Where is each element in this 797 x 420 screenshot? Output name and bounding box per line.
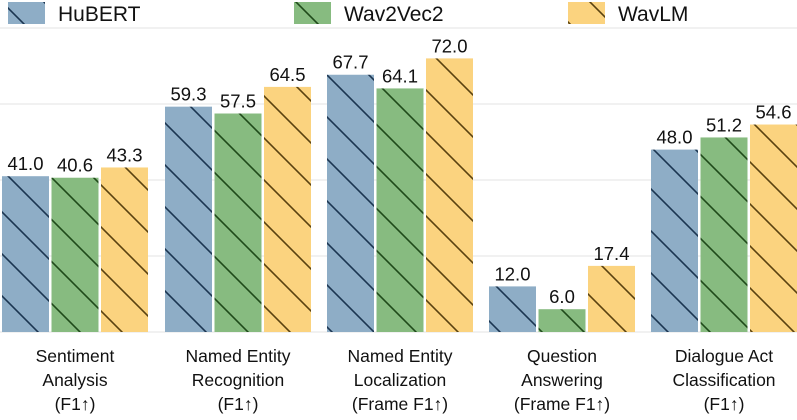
category-labels: Sentiment Analysis (F1↑) Named Entity Recogn…	[36, 346, 776, 414]
legend-swatch-wavlm	[568, 2, 605, 24]
value-label: 40.6	[57, 155, 93, 176]
category-label: (F1↑)	[704, 394, 745, 414]
category-label: Dialogue Act	[675, 346, 773, 366]
bar-hubert	[489, 286, 536, 332]
value-label: 57.5	[220, 91, 256, 112]
value-labels: 41.0 59.3 67.7 12.0 48.0 40.6 57.5 64.1 6.0 51.2 4…	[7, 35, 791, 307]
value-label: 41.0	[7, 153, 43, 174]
value-label: 64.5	[269, 64, 305, 85]
bar-wavlm	[588, 265, 635, 332]
category-label: (Frame F1↑)	[352, 394, 448, 414]
category-label: (Frame F1↑)	[514, 394, 610, 414]
category-label: Named Entity	[185, 346, 290, 366]
legend-label: HuBERT	[58, 3, 141, 26]
bar-wavlm	[426, 58, 473, 333]
value-label: 67.7	[332, 52, 368, 73]
bar-wavlm	[750, 124, 797, 333]
bar-hubert	[2, 176, 49, 332]
value-label: 6.0	[549, 286, 575, 307]
bar-hubert	[165, 106, 212, 332]
bar-groups	[2, 58, 797, 333]
legend: HuBERT Wav2Vec2 WavLM	[8, 2, 688, 26]
category-label: Analysis	[42, 370, 107, 390]
value-label: 43.3	[106, 144, 142, 165]
bar-hubert	[327, 74, 374, 333]
value-label: 59.3	[170, 84, 206, 105]
bar-wav2vec2	[214, 113, 262, 332]
category-label: Classification	[672, 370, 775, 390]
category-label: (F1↑)	[55, 394, 96, 414]
bar-wav2vec2	[51, 177, 99, 332]
category-label: Sentiment	[36, 346, 115, 366]
bar-wav2vec2	[538, 309, 586, 332]
category-label: (F1↑)	[218, 394, 259, 414]
value-label: 64.1	[382, 65, 418, 86]
legend-label: Wav2Vec2	[344, 3, 444, 26]
value-label: 12.0	[494, 263, 530, 284]
value-label: 72.0	[431, 35, 467, 56]
bar-hubert	[651, 149, 698, 332]
bar-wavlm	[101, 167, 148, 332]
legend-swatch-wav2vec2	[294, 2, 331, 24]
category-label: Answering	[521, 370, 603, 390]
value-label: 54.6	[755, 102, 791, 123]
category-label: Localization	[354, 370, 446, 390]
value-label: 17.4	[593, 243, 629, 264]
bar-wavlm	[264, 86, 311, 333]
bar-wav2vec2	[700, 137, 748, 332]
category-label: Question	[527, 346, 597, 366]
category-label: Named Entity	[347, 346, 452, 366]
legend-label: WavLM	[618, 3, 688, 26]
category-label: Recognition	[192, 370, 284, 390]
legend-swatch-hubert	[8, 2, 45, 24]
value-label: 51.2	[706, 114, 742, 135]
bar-wav2vec2	[376, 88, 424, 332]
value-label: 48.0	[656, 127, 692, 148]
